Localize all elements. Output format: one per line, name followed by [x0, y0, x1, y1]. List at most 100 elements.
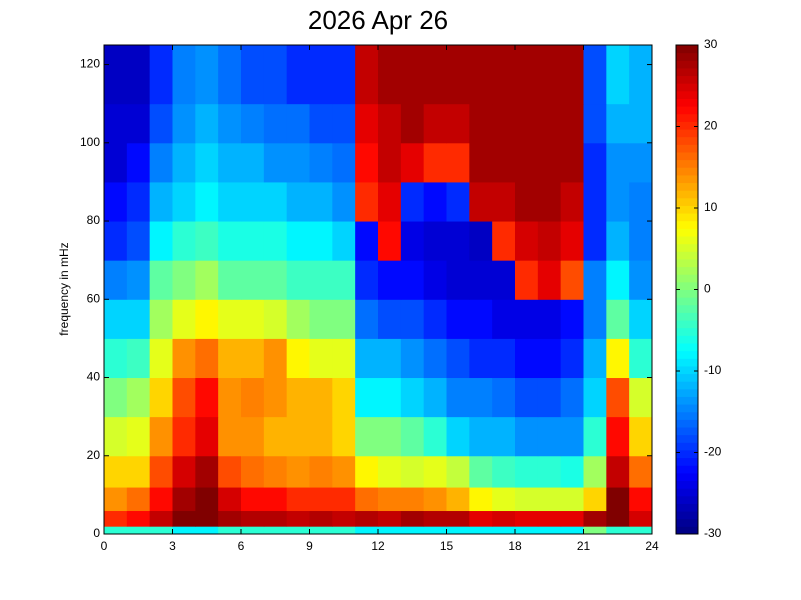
heatmap-cell: [560, 181, 584, 222]
colorbar-swatch: [676, 236, 698, 245]
heatmap-cell: [560, 338, 584, 379]
heatmap-cell: [560, 221, 584, 261]
heatmap-cell: [104, 181, 128, 222]
colorbar-swatch: [676, 526, 698, 535]
x-tick-label: 6: [238, 539, 245, 553]
heatmap-cell: [195, 45, 219, 105]
colorbar-swatch: [676, 213, 698, 222]
heatmap-cell: [606, 455, 630, 488]
colorbar-swatch: [676, 174, 698, 184]
heatmap-cell: [515, 377, 539, 418]
colorbar-swatch: [676, 129, 698, 138]
heatmap-cell: [172, 45, 196, 105]
heatmap-cell: [149, 338, 173, 379]
heatmap-cell: [286, 221, 310, 261]
heatmap-cell: [378, 142, 402, 183]
heatmap-cell: [469, 526, 493, 535]
heatmap-cell: [263, 103, 288, 144]
heatmap-cell: [537, 510, 562, 527]
heatmap-cell: [332, 299, 356, 339]
heatmap-cell: [583, 416, 607, 457]
heatmap-cell: [263, 338, 288, 379]
heatmap-cell: [537, 181, 562, 222]
heatmap-cell: [149, 510, 173, 527]
colorbar-swatch: [676, 98, 698, 107]
heatmap-cell: [309, 377, 333, 418]
heatmap-cell: [195, 181, 219, 222]
heatmap-cell: [149, 260, 173, 300]
heatmap-cell: [629, 377, 653, 418]
heatmap-cell: [241, 299, 265, 339]
heatmap-cell: [423, 526, 447, 535]
colorbar-swatch: [676, 488, 698, 497]
heatmap-cell: [378, 103, 402, 144]
heatmap-cell: [149, 526, 173, 535]
heatmap-cell: [332, 416, 356, 457]
heatmap-cell: [172, 338, 196, 379]
colorbar-swatch: [676, 159, 698, 168]
heatmap-cell: [400, 103, 425, 144]
heatmap-cell: [515, 338, 539, 379]
heatmap-cell: [446, 181, 470, 222]
heatmap-cell: [195, 487, 219, 512]
heatmap-cell: [355, 260, 379, 300]
heatmap-cell: [332, 455, 356, 488]
heatmap-cell: [104, 510, 128, 527]
colorbar-swatch: [676, 52, 698, 61]
heatmap-cell: [195, 142, 219, 183]
heatmap-cell: [469, 455, 493, 488]
heatmap-cell: [355, 221, 379, 261]
colorbar-swatch: [676, 396, 698, 405]
heatmap-cell: [355, 455, 379, 488]
heatmap-cell: [446, 487, 470, 512]
colorbar-tick-label: 20: [704, 119, 718, 133]
colorbar-swatch: [676, 503, 698, 512]
colorbar-swatch: [676, 75, 698, 84]
heatmap-cell: [629, 416, 653, 457]
heatmap-cell: [492, 299, 516, 339]
heatmap-cell: [446, 299, 470, 339]
heatmap-cell: [446, 338, 470, 379]
heatmap-cell: [446, 416, 470, 457]
heatmap-cell: [355, 526, 379, 535]
heatmap-cell: [469, 142, 493, 183]
heatmap-cell: [583, 142, 607, 183]
heatmap-cell: [492, 487, 516, 512]
heatmap-cell: [309, 338, 333, 379]
heatmap-cell: [218, 103, 242, 144]
heatmap-cell: [469, 487, 493, 512]
heatmap-cell: [355, 338, 379, 379]
heatmap-cell: [560, 45, 584, 105]
heatmap-cell: [126, 416, 151, 457]
heatmap-cell: [218, 377, 242, 418]
colorbar: [676, 45, 698, 535]
x-tick-label: 21: [577, 539, 591, 553]
heatmap-cell: [400, 221, 425, 261]
heatmap-cell: [195, 377, 219, 418]
heatmap-cell: [149, 45, 173, 105]
colorbar-swatch: [676, 251, 698, 260]
heatmap-cell: [560, 455, 584, 488]
heatmap-cell: [218, 45, 242, 105]
heatmap-cell: [149, 181, 173, 222]
heatmap-cell: [560, 510, 584, 527]
heatmap-cell: [263, 510, 288, 527]
heatmap-cell: [195, 103, 219, 144]
heatmap-cell: [241, 103, 265, 144]
heatmap-cell: [446, 45, 470, 105]
heatmap-cell: [309, 181, 333, 222]
heatmap-cell: [149, 487, 173, 512]
y-tick-label: 20: [87, 448, 101, 462]
heatmap-cell: [332, 45, 356, 105]
heatmap-cell: [263, 45, 288, 105]
heatmap-cell: [537, 221, 562, 261]
heatmap-cell: [606, 299, 630, 339]
heatmap-cell: [629, 103, 653, 144]
heatmap-cell: [423, 510, 447, 527]
heatmap-cell: [195, 260, 219, 300]
heatmap-cell: [469, 299, 493, 339]
heatmap-cell: [492, 416, 516, 457]
heatmap-cell: [286, 45, 310, 105]
heatmap-cell: [423, 221, 447, 261]
